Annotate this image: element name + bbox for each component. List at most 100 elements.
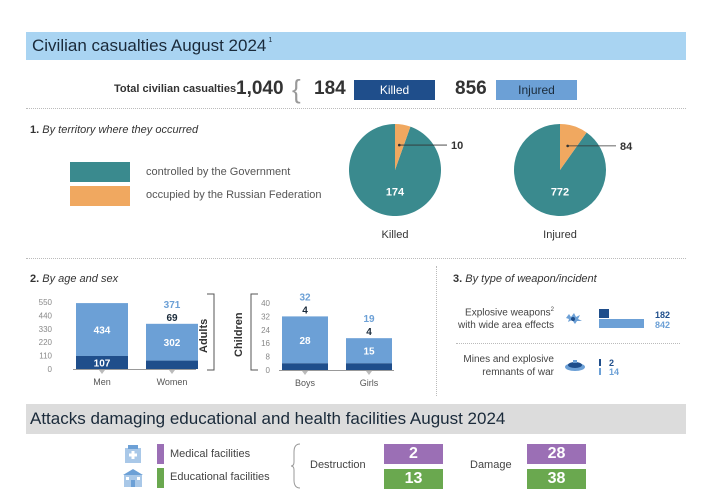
- bar-total-girls: 19: [363, 314, 375, 325]
- pie-killed-leader-dot: [397, 143, 401, 147]
- bar-chart-children: 0 8 16 24 32 40 Boys 28 4 32 Girls 15 4 19: [261, 292, 394, 388]
- adults-bracket: [207, 293, 215, 371]
- pie-killed-title: Killed: [381, 229, 409, 241]
- bar-value-injured-boys: 28: [299, 336, 311, 347]
- bar-killed-boys: [282, 363, 328, 370]
- legend-label-government: controlled by the Government: [146, 166, 291, 178]
- y-tick-label: 0: [48, 365, 53, 374]
- section-1-heading: 1. By territory where they occurred: [30, 124, 198, 136]
- y-tick-label: 0: [266, 366, 271, 375]
- category-label-men: Men: [93, 377, 111, 387]
- medical-damage-value: 28: [527, 444, 586, 464]
- category-marker: [302, 371, 308, 375]
- legend-label-occupied: occupied by the Russian Federation: [146, 189, 322, 201]
- pie-killed-value-occupied: 10: [451, 140, 463, 152]
- weapon-mines-injured-value: 14: [609, 367, 620, 377]
- pie-injured-slice-occupied: [560, 124, 587, 170]
- bar-value-injured-women: 302: [164, 338, 181, 349]
- weapon-explosive-label: Explosive weapons2 with wide area effects: [440, 304, 554, 332]
- y-tick-label: 330: [39, 325, 53, 334]
- total-value: 1,040: [236, 78, 284, 99]
- category-marker: [99, 370, 105, 374]
- mine-icon: [565, 360, 585, 371]
- divider: [26, 108, 686, 109]
- pie-injured-title: Injured: [543, 229, 577, 241]
- weapon-explosive-injured-bar: [599, 319, 644, 328]
- medical-facilities-label: Medical facilities: [170, 448, 251, 460]
- section-3-title: By type of weapon/incident: [465, 273, 597, 285]
- adults-label: Adults: [198, 318, 210, 353]
- pie-killed-slice-occupied: [395, 124, 411, 170]
- divider-vertical: [436, 266, 437, 396]
- page-title: Civilian casualties August 2024 1: [32, 36, 272, 56]
- bar-chart-adults: 0 110 220 330 440 550 Men 434 107 Women 302 69 371: [39, 298, 198, 387]
- bar-value-killed-girls: 4: [366, 327, 372, 338]
- bar-killed-girls: [346, 363, 392, 370]
- section-3-heading: 3. By type of weapon/incident: [453, 273, 597, 285]
- injured-badge: Injured: [496, 80, 577, 100]
- weapon-mines-killed-bar: [599, 359, 601, 366]
- section-2-title: By age and sex: [42, 273, 119, 285]
- school-icon: [123, 469, 143, 487]
- title-footnote: 1: [268, 37, 273, 44]
- pie-injured-value-government: 772: [551, 186, 569, 198]
- killed-badge: Killed: [354, 80, 435, 100]
- weapon-explosive-injured-value: 842: [655, 320, 671, 330]
- bar-total-boys: 32: [299, 292, 311, 303]
- y-tick-label: 220: [39, 338, 53, 347]
- explosion-icon: [566, 313, 582, 324]
- category-label-women: Women: [157, 377, 188, 387]
- y-tick-label: 550: [39, 298, 53, 307]
- facilities-title-bar: Attacks damaging educational and health …: [26, 404, 686, 434]
- bar-killed-women: [146, 360, 198, 369]
- bar-value-injured-girls: 15: [363, 347, 375, 358]
- bar-total-women: 371: [164, 300, 181, 311]
- y-tick-label: 40: [261, 299, 270, 308]
- pie-injured-leader-dot: [566, 144, 569, 148]
- medical-destruction-value: 2: [384, 444, 443, 464]
- weapon-mines-label-line2: remnants of war: [482, 367, 554, 378]
- pie-injured: 772 84: [514, 124, 633, 216]
- killed-value: 184: [314, 78, 346, 99]
- bar-injured-boys: [282, 316, 328, 364]
- pie-injured-value-occupied: 84: [620, 141, 633, 153]
- title-bar: Civilian casualties August 2024 1: [26, 32, 686, 60]
- section-1-title: By territory where they occurred: [42, 124, 199, 136]
- divider: [456, 343, 680, 344]
- y-tick-label: 24: [261, 326, 270, 335]
- category-label-boys: Boys: [295, 378, 316, 388]
- y-tick-label: 110: [39, 352, 52, 361]
- bar-value-injured-men: 434: [94, 326, 111, 337]
- weapon-explosive-footnote: 2: [550, 307, 554, 313]
- bar-value-killed-boys: 4: [302, 305, 308, 316]
- medical-swatch: [157, 444, 164, 464]
- bar-injured-men: [76, 303, 128, 356]
- facilities-title: Attacks damaging educational and health …: [30, 409, 506, 428]
- legend-swatch-occupied: [70, 186, 130, 206]
- bar-killed-men: [76, 355, 128, 369]
- section-2-number: 2.: [30, 273, 40, 285]
- y-tick-label: 32: [261, 312, 270, 321]
- divider: [26, 258, 686, 259]
- weapon-explosive-killed-bar: [599, 309, 609, 318]
- bar-injured-girls: [346, 338, 392, 364]
- section-1-number: 1.: [30, 124, 40, 136]
- weapon-explosive-label-line1: Explosive weapons: [465, 307, 551, 319]
- bar-value-killed-women: 69: [166, 313, 178, 324]
- weapon-mines-label: Mines and explosive remnants of war: [440, 353, 554, 379]
- facilities-brace: [290, 443, 301, 489]
- y-tick-label: 440: [39, 311, 53, 320]
- children-bracket: [250, 293, 258, 371]
- section-3-number: 3.: [453, 273, 463, 285]
- section-2-heading: 2. By age and sex: [30, 273, 118, 285]
- educational-facilities-label: Educational facilities: [170, 471, 270, 483]
- y-tick-label: 16: [261, 339, 270, 348]
- category-marker: [169, 370, 175, 374]
- weapon-explosive-killed-value: 182: [655, 310, 671, 320]
- hospital-icon: [125, 445, 141, 463]
- educational-swatch: [157, 468, 164, 488]
- weapon-mines-killed-value: 2: [609, 358, 615, 368]
- category-marker: [366, 371, 372, 375]
- weapon-explosive-label-line2: with wide area effects: [458, 320, 554, 332]
- y-tick-label: 8: [266, 353, 271, 362]
